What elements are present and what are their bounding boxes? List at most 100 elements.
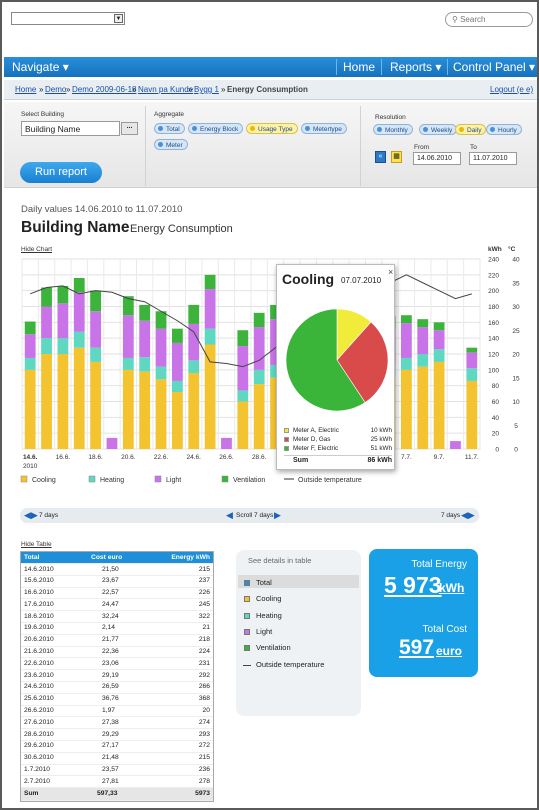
bar-segment[interactable] [400, 315, 412, 324]
bar-segment[interactable] [433, 361, 445, 449]
bar-segment[interactable] [400, 369, 412, 449]
details-item[interactable]: Ventilation [256, 643, 291, 653]
col-header[interactable]: Total [24, 553, 40, 561]
prev-period-icon[interactable]: « [375, 151, 386, 163]
legend-label[interactable]: Light [166, 477, 181, 484]
bar-segment[interactable] [188, 304, 200, 324]
aggregate-energy-block[interactable]: Energy Block [188, 123, 244, 134]
bar-segment[interactable] [24, 334, 36, 358]
bar-segment[interactable] [204, 328, 216, 345]
crumb-home[interactable]: Home [15, 85, 37, 94]
pie-slice[interactable] [336, 321, 389, 403]
bar-segment[interactable] [73, 292, 85, 332]
bar-segment[interactable] [122, 357, 134, 370]
bar-segment[interactable] [139, 304, 151, 321]
bar-segment[interactable] [171, 392, 183, 449]
bar-segment[interactable] [204, 289, 216, 329]
bar-segment[interactable] [90, 347, 102, 362]
bar-segment[interactable] [417, 354, 429, 367]
bar-segment[interactable] [73, 331, 85, 348]
browse-button[interactable]: ... [121, 122, 138, 135]
bar-segment[interactable] [270, 377, 281, 449]
bar-segment[interactable] [188, 323, 200, 361]
bar-segment[interactable] [253, 384, 265, 449]
table-row[interactable]: 25.6.2010 36,76 368 [21, 694, 213, 706]
logout-link[interactable]: Logout (e e) [490, 85, 534, 94]
bar-segment[interactable] [253, 369, 265, 385]
bar-segment[interactable] [270, 319, 281, 366]
bar-segment[interactable] [90, 311, 102, 348]
bar-segment[interactable] [237, 401, 249, 450]
bar-segment[interactable] [237, 330, 249, 347]
table-row[interactable]: 26.6.2010 1,97 20 [21, 706, 213, 718]
bar-segment[interactable] [204, 344, 216, 450]
bar-segment[interactable] [41, 306, 52, 339]
aggregate-meter[interactable]: Meter [154, 139, 188, 150]
bar-segment[interactable] [155, 328, 167, 367]
bar-segment[interactable] [57, 303, 69, 339]
table-row[interactable]: 2.7.2010 27,81 278 [21, 776, 213, 789]
bar-segment[interactable] [204, 274, 216, 290]
bar-segment[interactable] [466, 352, 478, 369]
legend-label[interactable]: Ventilation [233, 477, 265, 484]
bar-segment[interactable] [433, 330, 445, 350]
chevron-down-icon[interactable]: ▼ [114, 14, 123, 23]
bar-segment[interactable] [188, 360, 200, 373]
bar-segment[interactable] [237, 346, 249, 391]
bar-segment[interactable] [155, 379, 167, 449]
nav-reports[interactable]: Reports ▾ [390, 60, 442, 74]
aggregate-usage-type[interactable]: Usage Type [246, 123, 298, 134]
top-select[interactable]: ▼ [11, 12, 125, 25]
bar-segment[interactable] [122, 315, 134, 358]
legend-label[interactable]: Outside temperature [298, 477, 362, 484]
bar-segment[interactable] [400, 323, 412, 358]
bar-segment[interactable] [171, 342, 183, 381]
search-input[interactable]: ⚲ Search [445, 12, 533, 27]
crumb-demo[interactable]: Demo [45, 85, 67, 94]
close-icon[interactable]: × [388, 267, 394, 277]
crumb-customer[interactable]: Navn pa Kunde [138, 85, 194, 94]
resolution-monthly[interactable]: Monthly [373, 124, 413, 135]
nav-control-panel[interactable]: Control Panel ▾ [453, 60, 536, 74]
bar-segment[interactable] [139, 320, 151, 358]
bar-segment[interactable] [253, 327, 265, 370]
bar-segment[interactable] [155, 311, 167, 329]
bar-segment[interactable] [139, 371, 151, 449]
table-row[interactable]: 20.6.2010 21,77 218 [21, 635, 213, 647]
bar-segment[interactable] [73, 347, 85, 449]
details-item[interactable]: Light [256, 626, 273, 636]
bar-segment[interactable] [57, 354, 69, 449]
details-item[interactable]: Cooling [256, 594, 282, 604]
table-row[interactable]: 30.6.2010 21,48 215 [21, 753, 213, 765]
col-header[interactable]: Cost euro [91, 553, 123, 561]
bar-segment[interactable] [466, 347, 478, 353]
bar-segment[interactable] [270, 304, 281, 320]
scroll-center-label[interactable]: Scroll 7 days [236, 512, 274, 519]
table-row[interactable]: 1.7.2010 23,57 236 [21, 765, 213, 777]
table-row[interactable]: 21.6.2010 22,36 224 [21, 647, 213, 659]
scroll-forward-icon[interactable]: ▶ [274, 510, 281, 520]
details-item[interactable]: Total [256, 578, 272, 587]
aggregate-total[interactable]: Total [154, 123, 185, 134]
col-header[interactable]: Energy kWh [171, 553, 210, 561]
temperature-line[interactable] [29, 274, 472, 368]
crumb-demo-date[interactable]: Demo 2009-06-18 [72, 85, 137, 94]
bar-segment[interactable] [90, 290, 102, 312]
bar-segment[interactable] [433, 349, 445, 362]
details-item[interactable]: Outside temperature [256, 659, 325, 669]
crumb-building[interactable]: Bygg 1 [194, 85, 219, 94]
bar-segment[interactable] [24, 321, 36, 335]
bar-segment[interactable] [466, 368, 478, 381]
bar-segment[interactable] [90, 361, 102, 449]
calendar-icon[interactable]: ▦ [391, 151, 402, 163]
bar-segment[interactable] [24, 369, 36, 449]
bar-segment[interactable] [253, 312, 265, 328]
nav-home[interactable]: Home [343, 60, 376, 74]
bar-segment[interactable] [41, 287, 52, 307]
table-row[interactable]: 16.6.2010 22,57 226 [21, 588, 213, 600]
bar-segment[interactable] [417, 327, 429, 354]
bar-segment[interactable] [155, 366, 167, 380]
bar-segment[interactable] [237, 390, 249, 402]
run-report-button[interactable]: Run report [20, 162, 102, 183]
bar-segment[interactable] [270, 365, 281, 378]
